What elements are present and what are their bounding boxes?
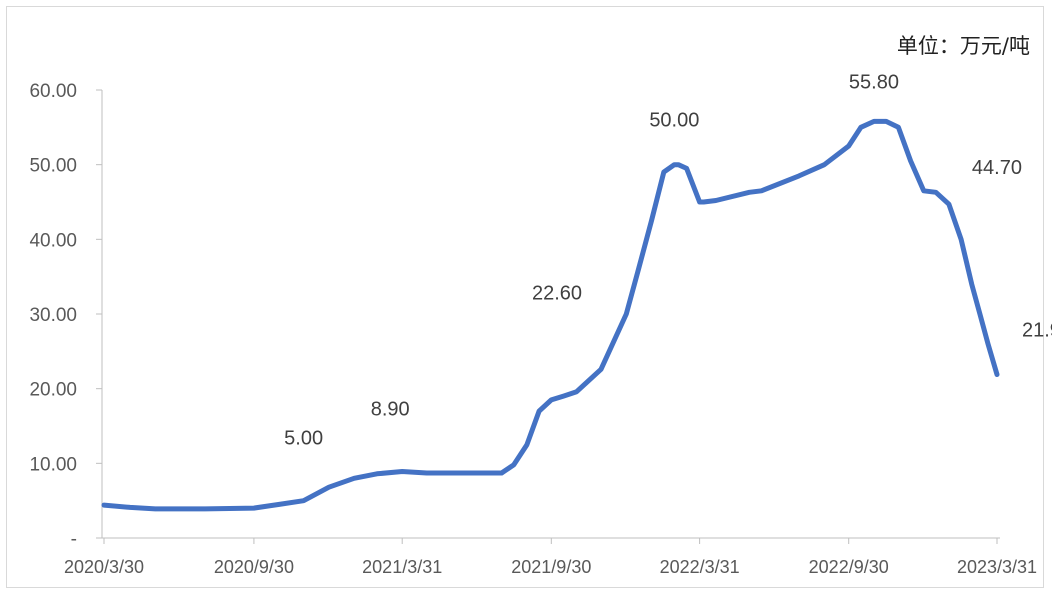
x-tick-label: 2022/9/30 — [809, 557, 889, 577]
data-label: 44.70 — [972, 157, 1022, 179]
x-tick-label: 2023/3/31 — [957, 557, 1037, 577]
x-tick-label: 2021/9/30 — [511, 557, 591, 577]
y-tick-label: 40.00 — [29, 230, 77, 251]
x-axis: 2020/3/30 2020/9/30 2021/3/31 2021/9/30 2022… — [64, 537, 1037, 577]
x-tick-label: 2020/3/30 — [64, 557, 144, 577]
y-tick-label: 60.00 — [29, 81, 77, 102]
data-label: 21.90 — [1022, 319, 1052, 341]
y-tick-label: 30.00 — [29, 305, 77, 326]
series-line — [101, 118, 1000, 512]
data-label: 5.00 — [284, 428, 323, 450]
data-label: 50.00 — [649, 110, 699, 132]
y-tick-label: 10.00 — [29, 454, 77, 475]
series-group — [101, 118, 1000, 512]
chart-frame — [6, 6, 1044, 588]
data-label: 55.80 — [849, 71, 899, 93]
y-tick-label: - — [71, 529, 77, 550]
data-labels: 5.00 8.90 22.60 50.00 55.80 44.70 21.90 — [284, 71, 1052, 449]
x-tick-label: 2022/3/31 — [660, 557, 740, 577]
data-label: 8.90 — [371, 399, 410, 421]
x-tick-label: 2020/9/30 — [214, 557, 294, 577]
x-tick-label: 2021/3/31 — [362, 557, 442, 577]
data-label: 22.60 — [532, 282, 582, 304]
unit-label: 单位：万元/吨 — [896, 34, 1030, 58]
y-axis: - 10.00 20.00 30.00 40.00 50.00 60.00 — [29, 81, 103, 550]
y-tick-label: 20.00 — [29, 380, 77, 401]
y-tick-label: 50.00 — [29, 156, 77, 177]
